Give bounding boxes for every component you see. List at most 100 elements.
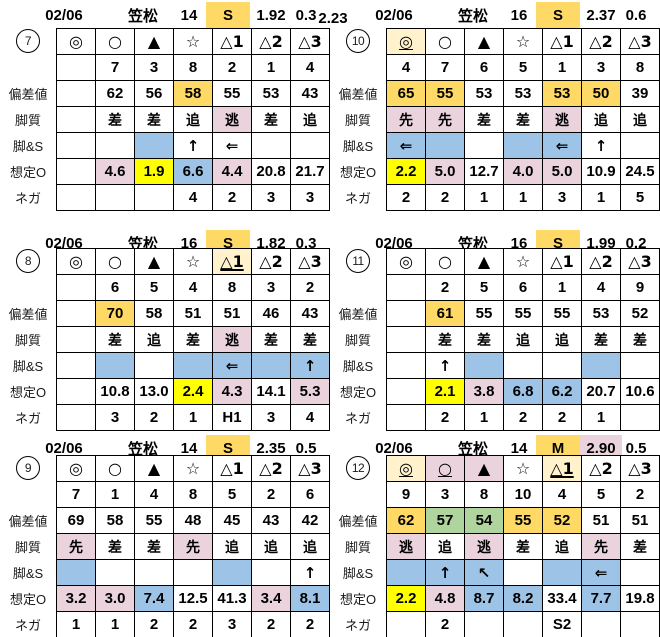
nega-cell: 2 <box>387 185 426 211</box>
kyakushitsu-cell: 追 <box>135 327 174 353</box>
ashi-s-cell <box>504 133 543 159</box>
row-label-nega: ネガ <box>344 410 371 426</box>
hensachi-cell: 69 <box>57 508 96 534</box>
horse-number-cell: 6 <box>465 55 504 81</box>
horse-number-cell: 4 <box>387 55 426 81</box>
row-label-ashi_s: 脚&S <box>342 565 374 581</box>
circled-number-slot: 8 <box>0 248 56 274</box>
row-label-kyakushitsu: 脚質 <box>344 539 371 555</box>
row-label-sotei_o: 想定O <box>9 591 47 607</box>
horse-number-cell: 9 <box>387 482 426 508</box>
symbol-cell: ☆ <box>504 29 543 55</box>
ashi-s-cell <box>135 353 174 379</box>
symbol-cell: ○ <box>96 456 135 482</box>
row-label-kyakushitsu: 脚質 <box>14 112 41 128</box>
hensachi-cell: 48 <box>174 508 213 534</box>
kyakushitsu-cell: 差 <box>465 107 504 133</box>
race-count: 16 <box>180 234 198 252</box>
symbol-cell: △3 <box>291 29 330 55</box>
row-label-nega: ネガ <box>344 190 371 206</box>
symbol-cell: △3 <box>291 249 330 275</box>
symbol-cell: ☆ <box>174 456 213 482</box>
odds-value-1: 2.35 <box>256 439 286 457</box>
horse-number-cell <box>57 275 96 301</box>
sotei-o-cell: 4.3 <box>213 379 252 405</box>
gutter-spacer <box>0 54 56 80</box>
sotei-o-cell <box>387 379 426 405</box>
circled-number: 7 <box>16 29 40 53</box>
circled-number: 10 <box>346 29 370 53</box>
hensachi-cell: 55 <box>465 301 504 327</box>
row-label-gutter: 12 偏差値 脚質 脚&S 想定O ネガ <box>330 455 386 637</box>
ashi-s-cell <box>504 560 543 586</box>
nega-cell <box>57 185 96 211</box>
race-header: 02/06 笠松 14 S 1.92 0.3 2.23 <box>0 2 348 28</box>
nega-cell: 4 <box>174 185 213 211</box>
nega-cell <box>387 612 426 637</box>
hensachi-cell: 51 <box>621 508 660 534</box>
hensachi-cell: 55 <box>135 508 174 534</box>
sotei-o-cell <box>57 379 96 405</box>
race-count: 16 <box>510 6 528 24</box>
nega-cell: 4 <box>291 405 330 431</box>
ashi-s-cell <box>621 560 660 586</box>
kyakushitsu-cell: 先 <box>387 107 426 133</box>
header-date: 02/06 <box>375 439 413 457</box>
kyakushitsu-cell: 追 <box>291 107 330 133</box>
ashi-s-cell <box>57 133 96 159</box>
sotei-o-cell: 3.8 <box>465 379 504 405</box>
sotei-o-cell: 7.7 <box>582 586 621 612</box>
nega-cell: 2 <box>135 405 174 431</box>
sotei-o-cell: 13.0 <box>135 379 174 405</box>
race-block-12: 02/06 笠松 14 M 2.90 0.5 12 偏差値 脚質 脚&S 想定O ネガ ◎ ○ ▲ ☆ △1 △2… <box>330 430 660 637</box>
nega-cell: S2 <box>543 612 582 637</box>
gutter-spacer <box>330 481 386 507</box>
symbol-cell: ☆ <box>504 456 543 482</box>
symbol-cell: ○ <box>96 249 135 275</box>
row-label-hensachi: 偏差値 <box>8 306 48 322</box>
nega-cell: 2 <box>426 185 465 211</box>
row-label-kyakushitsu: 脚質 <box>344 112 371 128</box>
ashi-s-cell: ↑ <box>174 133 213 159</box>
track-name: 笠松 <box>127 7 158 25</box>
sotei-o-cell: 10.6 <box>621 379 660 405</box>
ashi-s-cell <box>96 133 135 159</box>
kyakushitsu-cell: 先 <box>426 107 465 133</box>
row-label-gutter: 11 偏差値 脚質 脚&S 想定O ネガ <box>330 248 386 430</box>
horse-number-cell: 8 <box>174 482 213 508</box>
race-count: 16 <box>510 234 528 252</box>
race-block-8: 02/06 笠松 16 S 1.82 0.3 8 偏差値 脚質 脚&S 想定O ネガ ◎ ○ ▲ ☆ △1 △2 △… <box>0 215 330 431</box>
sotei-o-cell: 12.5 <box>174 586 213 612</box>
symbol-cell: ▲ <box>135 29 174 55</box>
ashi-s-cell <box>174 560 213 586</box>
symbol-cell: ◎ <box>387 249 426 275</box>
sotei-o-cell: 2.1 <box>426 379 465 405</box>
hensachi-cell <box>57 81 96 107</box>
sotei-o-cell: 10.9 <box>582 159 621 185</box>
hensachi-cell: 62 <box>96 81 135 107</box>
symbol-cell: ☆ <box>504 249 543 275</box>
data-table: ◎ ○ ▲ ☆ △1 △2 △3 6 5 4 8 3 2 70 58 51 51 46 43 差追差逃差差 ⇐ ↑ 10.8… <box>56 248 330 431</box>
sotei-o-cell: 7.4 <box>135 586 174 612</box>
circled-number-slot: 12 <box>330 455 386 481</box>
kyakushitsu-cell <box>387 327 426 353</box>
sotei-o-cell: 3.4 <box>252 586 291 612</box>
horse-number-cell: 8 <box>174 55 213 81</box>
ashi-s-cell: ↑ <box>582 133 621 159</box>
sotei-o-cell: 3.2 <box>57 586 96 612</box>
symbol-cell: △1 <box>213 249 252 275</box>
symbol-cell: ▲ <box>465 249 504 275</box>
nega-cell: 2 <box>213 185 252 211</box>
nega-cell: 1 <box>174 405 213 431</box>
nega-cell: 2 <box>504 405 543 431</box>
nega-cell <box>621 612 660 637</box>
ashi-s-cell: ⇐ <box>213 133 252 159</box>
symbol-cell: △2 <box>582 456 621 482</box>
nega-cell: 3 <box>252 185 291 211</box>
kyakushitsu-cell: 先 <box>57 534 96 560</box>
symbol-cell: ▲ <box>465 29 504 55</box>
horse-number-cell: 2 <box>621 482 660 508</box>
ashi-s-cell: ↑ <box>291 560 330 586</box>
symbol-cell: ☆ <box>174 29 213 55</box>
kyakushitsu-cell: 追 <box>426 534 465 560</box>
